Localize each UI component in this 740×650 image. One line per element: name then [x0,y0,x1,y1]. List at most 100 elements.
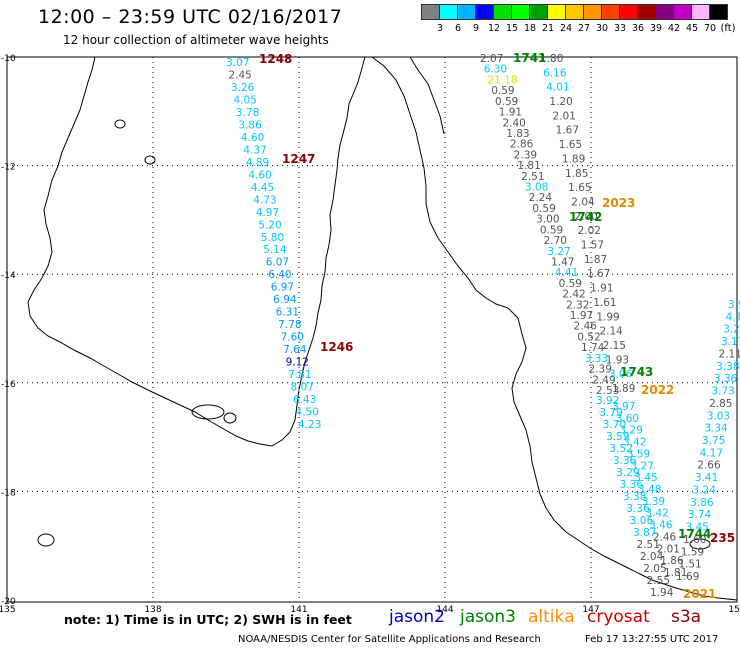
track1-value: 6.94 [273,294,297,306]
pass-label: 1744 [678,527,711,541]
track2-value: 0.59 [491,85,514,97]
track1-value: 2.45 [228,69,251,81]
track4-value: 3.36 [613,455,637,467]
island-5 [144,155,156,165]
latitude-label: -12 [1,163,16,173]
track3-value: 4.01 [546,82,569,94]
track3-value: 2.15 [603,340,626,352]
map-frame [6,56,738,603]
track5-value: 1.86 [660,555,684,567]
track6-value: 4.1 [726,311,740,323]
track6-value: 3.41 [695,472,718,484]
track2-value: 1.81 [517,160,540,172]
track3-value: 3.06 [609,369,633,381]
track3-value: 1.20 [549,96,572,108]
coastline-east-mainland [371,56,738,601]
track3-value: 2.04 [571,196,595,208]
track1-value: 5.14 [263,244,287,256]
footer-note: note: 1) Time is in UTC; 2) SWH is in fe… [64,612,352,627]
track3-value: 1.65 [559,139,582,151]
track6-value: 1.60 [683,534,706,546]
track1-value: 6.07 [266,257,289,269]
track6-value: 3.75 [702,435,725,447]
track2-value: 6.30 [484,64,507,76]
track2-value: 0.52 [577,331,600,343]
island-1 [191,404,225,420]
track1-value: 3.78 [236,107,259,119]
latitude-labels: -10 -12 -14 -16 -18 -20 [1,54,16,607]
track3-value: 2.01 [553,110,576,122]
color-scale-label: 15 [505,23,519,34]
color-scale-label: 6 [454,23,462,34]
track2-value: 1.83 [506,128,529,140]
legend-jason3: jason3 [460,607,516,627]
color-scale-label: 70 [703,23,717,34]
track5-value: 1.81 [664,567,687,579]
track1-value: 4.60 [248,169,271,181]
track6-value: 1.59 [681,546,704,558]
track2-value: 0.59 [559,278,582,290]
track6-value: 3.73 [711,386,734,398]
pass-label: 2022 [641,383,674,397]
longitude-label: 141 [290,605,307,615]
track6-value: 1.51 [678,559,701,571]
pass-label: 1248 [259,52,292,66]
track1-value: 4.97 [256,207,279,219]
track2-value: 2.42 [562,289,585,301]
track3-value: 1.85 [565,168,588,180]
track4-value: 3.36 [626,503,650,515]
track6-value: 3.17 [721,336,740,348]
track1-value: 4.50 [296,407,319,419]
color-scale-unit: (ft) [720,23,736,34]
track1-value: 7.81 [288,369,311,381]
track6-value: 3.9 [728,299,740,311]
coastline-cape-york [27,56,366,447]
track1-value: 4.23 [298,419,321,431]
track5-value: 3.60 [616,413,639,425]
color-scale-label: 12 [487,23,501,34]
track4-value: 2.04 [640,551,664,563]
track1-value: 6.40 [268,269,291,281]
track2-value: 1.97 [570,310,593,322]
island-2 [223,412,237,424]
track2-value: 2.32 [566,299,589,311]
track6-value: 3.86 [690,497,714,509]
track4-value: 2.55 [647,575,670,587]
legend-s3a: s3a [671,607,702,627]
track2-value: 2.70 [544,235,567,247]
color-scale-labels: 3 6 9 12 15 18 21 24 27 30 33 36 39 42 45 70 (ft) [422,23,740,35]
wave-height-tracks: 3.072.453.264.053.783.864.604.374.894.60… [226,53,740,599]
track4-value: 3.92 [596,395,619,407]
track6-value: 1.69 [676,571,699,583]
track2-value: 3.00 [536,214,559,226]
track1-value: 3.86 [238,119,262,131]
longitude-label: 144 [436,605,453,615]
track1-value: 5.80 [261,232,284,244]
generated-timestamp: Feb 17 13:27:55 UTC 2017 [585,634,719,645]
track4-value: 3.06 [630,515,654,527]
track4-value: 2.51 [637,539,660,551]
track1-value: 9.12 [286,357,309,369]
track6-value: 3.45 [685,522,708,534]
track1-value: 6.31 [276,307,299,319]
track1-value: 8.07 [291,382,314,394]
track2-value: 1.91 [499,107,522,119]
track2-value: 1.74 [581,342,605,354]
latitude-label: -20 [1,597,16,607]
track6-value: 2.11 [719,348,740,360]
track4-value: 2.05 [643,563,666,575]
track5-value: 3.39 [642,496,665,508]
track4-value: 3.36 [620,479,644,491]
track6-value: 3.34 [704,423,728,435]
track1-value: 4.45 [251,182,274,194]
track5-value: 3.27 [631,460,654,472]
track6-value: 3.03 [707,410,730,422]
island-3 [37,533,55,547]
track1-value: 4.89 [246,157,269,169]
track6-value: 2.85 [709,398,732,410]
legend-altika: altika [528,607,575,627]
pass-label: 2023 [602,196,635,210]
track3-value: 1.89 [562,153,585,165]
credit-line: NOAA/NESDIS Center for Satellite Applica… [238,634,541,645]
track5-value: 3.46 [649,520,673,532]
